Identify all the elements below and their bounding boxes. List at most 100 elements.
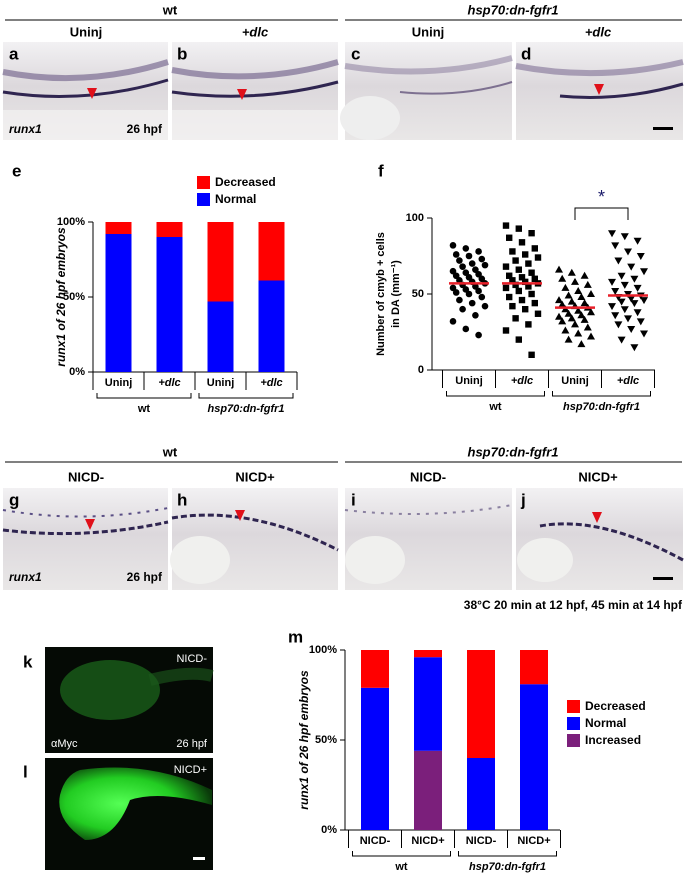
y-tick-label: 50 [412,288,424,300]
group-bracket [198,393,294,399]
x-tick-label: NICD+ [411,835,444,847]
data-point [528,351,535,358]
data-point [531,299,538,307]
data-point [509,248,516,255]
data-point [571,320,579,328]
data-point [577,340,586,348]
panel-label: m [288,627,303,646]
data-point [509,277,516,284]
bar-segment [467,758,495,830]
data-point [475,287,482,295]
data-point [478,255,486,263]
data-point [608,278,616,286]
data-point [452,289,460,296]
bar-segment [156,222,183,237]
column-header: +dlc [585,24,612,39]
x-tick-label: Uninj [207,377,235,389]
data-point [449,242,457,249]
data-point [531,275,538,282]
bar-segment [414,657,442,751]
condition-label: NICD- [176,653,207,665]
significance-bracket [574,207,629,220]
data-point [515,336,522,343]
group-bracket [96,393,192,399]
y-axis-label: runx1 of 26 hpf embryos [54,227,68,367]
data-point [571,277,579,285]
panel-label: a [9,44,19,63]
image-h [170,488,339,590]
y-tick-label: 100% [57,216,85,228]
data-point [558,317,567,325]
data-point [627,263,636,271]
data-point [449,318,457,325]
group-bracket [458,851,557,857]
data-point [555,312,563,320]
y-tick-label: 50% [63,291,85,303]
data-point [608,303,616,311]
data-point [522,251,529,258]
bar-segment [105,222,132,234]
data-point [633,284,642,292]
panel-label: e [12,161,21,180]
x-tick-label: +dlc [511,375,533,387]
data-point [583,323,592,331]
bar-segment [207,301,234,372]
data-point [564,309,573,317]
stage-label: 26 hpf [127,570,163,584]
y-axis-label: Number of cmyb + cells [375,232,387,356]
data-point [515,225,522,232]
bar-segment [258,280,285,372]
data-point [506,234,513,241]
data-point [640,268,648,276]
x-tick-label: +dlc [617,375,639,387]
data-point [614,321,623,329]
data-point [512,257,519,264]
data-point [462,325,470,333]
data-point [525,283,532,290]
group-header: hsp70:dn-fgfr1 [468,444,559,459]
data-point [555,296,563,304]
data-point [468,260,476,267]
legend-swatch [567,717,580,730]
bar-segment [520,684,548,830]
image-d [515,42,684,140]
column-header: Uninj [412,24,445,39]
data-point [587,332,595,340]
legend-swatch [567,734,580,747]
data-point [452,251,460,258]
legend-swatch [197,193,210,206]
data-point [465,290,473,298]
data-point [583,280,592,288]
data-point [534,254,542,261]
panel-label: c [351,44,360,63]
data-point [506,272,513,279]
y-tick-label: 100% [309,644,337,656]
bar-segment [414,750,442,830]
data-point [624,315,632,323]
legend-label: Increased [585,733,641,747]
data-point [472,311,479,319]
image-l [45,758,213,870]
data-point [620,306,629,314]
panel-label: g [9,490,19,509]
data-point [611,287,620,295]
data-point [465,252,473,260]
data-point [627,295,636,303]
data-point [608,230,616,238]
data-point [564,335,573,343]
data-point [630,275,639,283]
data-point [518,274,526,281]
data-point [512,281,519,289]
x-tick-label: NICD- [360,835,391,847]
data-point [502,263,510,270]
data-point [624,248,632,256]
stage-label: 26 hpf [176,738,208,750]
y-tick-label: 100 [406,212,424,224]
bar-segment [361,687,389,830]
data-point [475,331,482,339]
legend-swatch [197,176,210,189]
group-header: wt [162,444,178,459]
data-point [456,296,463,304]
data-point [567,297,576,305]
